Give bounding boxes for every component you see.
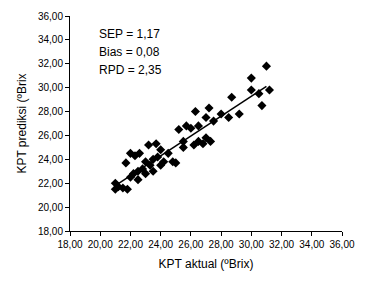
svg-text:18,00: 18,00 (57, 239, 82, 250)
svg-text:30,00: 30,00 (38, 82, 63, 93)
svg-text:26,00: 26,00 (178, 239, 203, 250)
svg-text:34,00: 34,00 (38, 34, 63, 45)
svg-text:24,00: 24,00 (148, 239, 173, 250)
svg-text:20,00: 20,00 (88, 239, 113, 250)
svg-text:Bias = 0,08: Bias = 0,08 (99, 45, 160, 59)
svg-text:36,00: 36,00 (329, 239, 354, 250)
svg-text:SEP = 1,17: SEP = 1,17 (99, 27, 160, 41)
svg-text:KPT aktual (ºBrix): KPT aktual (ºBrix) (159, 257, 254, 271)
svg-text:RPD = 2,35: RPD = 2,35 (99, 63, 162, 77)
svg-text:22,00: 22,00 (118, 239, 143, 250)
svg-text:18,00: 18,00 (38, 226, 63, 237)
svg-text:36,00: 36,00 (38, 11, 63, 22)
svg-text:32,00: 32,00 (269, 239, 294, 250)
svg-text:20,00: 20,00 (38, 202, 63, 213)
svg-text:26,00: 26,00 (38, 130, 63, 141)
svg-text:34,00: 34,00 (299, 239, 324, 250)
svg-text:28,00: 28,00 (209, 239, 234, 250)
svg-text:30,00: 30,00 (239, 239, 264, 250)
svg-text:32,00: 32,00 (38, 58, 63, 69)
svg-text:28,00: 28,00 (38, 106, 63, 117)
svg-text:22,00: 22,00 (38, 178, 63, 189)
svg-text:24,00: 24,00 (38, 154, 63, 165)
svg-text:KPT prediksi (ºBrix: KPT prediksi (ºBrix (15, 73, 29, 173)
